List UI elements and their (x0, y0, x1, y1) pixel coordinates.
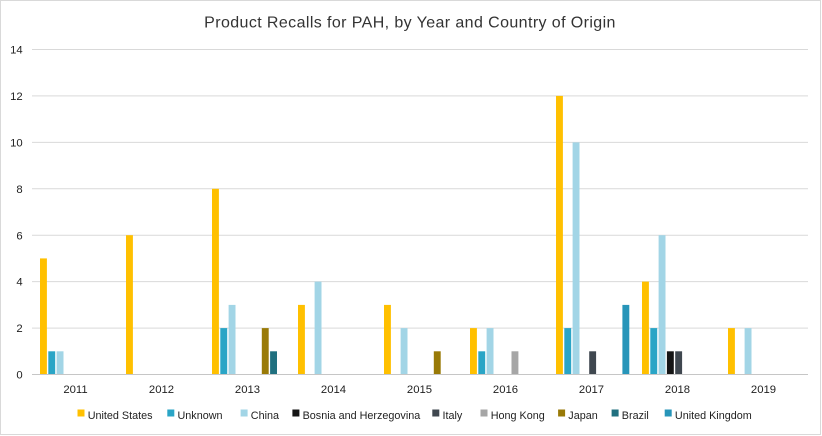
svg-text:4: 4 (16, 277, 22, 289)
svg-text:United Kingdom: United Kingdom (675, 410, 752, 422)
svg-text:Italy: Italy (443, 410, 463, 422)
svg-text:10: 10 (10, 138, 23, 150)
svg-text:Product Recalls for PAH, by Ye: Product Recalls for PAH, by Year and Cou… (204, 15, 616, 32)
svg-text:United States: United States (88, 410, 153, 422)
svg-text:Unknown: Unknown (178, 410, 223, 422)
svg-text:Bosnia and Herzegovina: Bosnia and Herzegovina (303, 410, 421, 422)
svg-text:2019: 2019 (751, 384, 776, 396)
svg-text:12: 12 (10, 91, 23, 103)
svg-text:14: 14 (10, 45, 23, 57)
svg-text:2013: 2013 (235, 384, 260, 396)
svg-text:2016: 2016 (493, 384, 518, 396)
svg-text:2: 2 (16, 323, 22, 335)
svg-text:0: 0 (16, 370, 22, 382)
svg-text:Brazil: Brazil (622, 410, 649, 422)
svg-text:2014: 2014 (321, 384, 346, 396)
svg-text:6: 6 (16, 230, 22, 242)
svg-text:Japan: Japan (568, 410, 597, 422)
svg-text:2017: 2017 (579, 384, 604, 396)
svg-text:2018: 2018 (665, 384, 690, 396)
svg-text:China: China (251, 410, 279, 422)
svg-text:Hong Kong: Hong Kong (491, 410, 545, 422)
svg-text:2012: 2012 (149, 384, 174, 396)
svg-text:8: 8 (16, 184, 22, 196)
svg-text:2011: 2011 (63, 384, 87, 396)
svg-text:2015: 2015 (407, 384, 432, 396)
